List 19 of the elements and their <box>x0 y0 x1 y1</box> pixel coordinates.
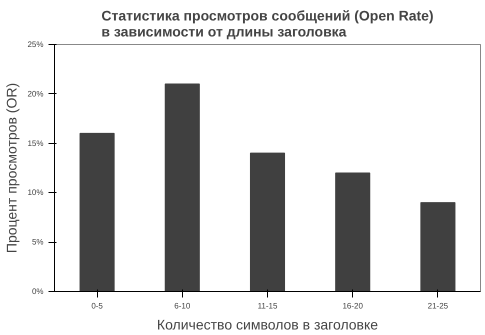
x-axis-title: Количество символов в заголовке <box>156 316 378 332</box>
y-axis-title: Процент просмотров (OR) <box>3 82 20 254</box>
y-tick-label: 0% <box>32 287 44 296</box>
y-tick-label: 10% <box>27 188 44 198</box>
x-tick-label: 6-10 <box>174 302 191 310</box>
y-tick-label: 20% <box>27 89 44 98</box>
x-tick-label: 0-5 <box>91 302 104 310</box>
bar <box>420 202 456 292</box>
y-tick-label: 15% <box>27 138 44 148</box>
bar <box>164 84 200 292</box>
x-tick-label: 21-25 <box>428 302 449 310</box>
chart-title: Статистика просмотров сообщений (Open Rate) в зависимости от длины заголовка <box>101 8 434 40</box>
bar <box>335 172 370 292</box>
y-tick-label: 25% <box>27 40 44 49</box>
y-tick-label: 5% <box>32 238 44 247</box>
x-tick-label: 11-15 <box>258 302 278 310</box>
x-tick-label: 16-20 <box>342 302 364 310</box>
bar <box>80 132 115 292</box>
bar <box>250 152 286 292</box>
